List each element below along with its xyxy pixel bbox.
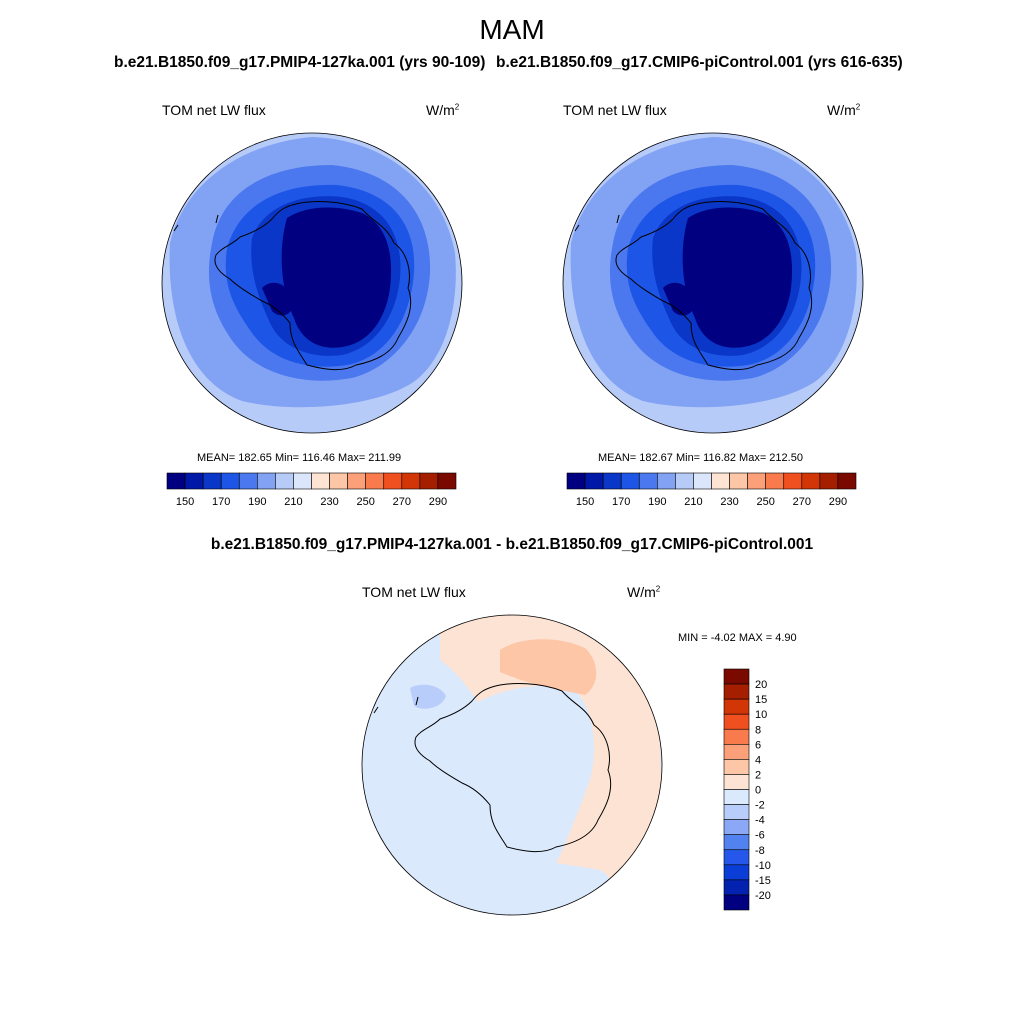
season-title: MAM [479,14,545,45]
diff-colorbar-tick-label: -8 [755,845,765,857]
left-colorbar-swatch [238,472,258,490]
diff-colorbar-tick-label: 6 [755,739,761,751]
diff-colorbar-tick-label: 2 [755,769,761,781]
diff-colorbar-swatch [723,864,750,881]
left-colorbar-swatch [202,472,222,490]
right-variable-label: TOM net LW flux [563,102,667,118]
left-colorbar-tick-label: 210 [284,496,302,508]
diff-colorbar-tick-label: 20 [755,679,767,691]
diff-colorbar-tick-label: -6 [755,830,765,842]
run1-title: b.e21.B1850.f09_g17.PMIP4-127ka.001 (yrs… [114,54,486,71]
diff-colorbar-tick-label: -15 [755,875,771,887]
right-colorbar-swatch [837,472,857,490]
right-colorbar-swatch [711,472,730,490]
right-colorbar-swatch [783,472,803,490]
right-colorbar-swatch [747,472,766,490]
diff-colorbar-swatch [723,683,750,700]
right-colorbar-swatch [819,472,839,490]
left-colorbar-swatch [166,472,186,490]
diff-colorbar-swatch [723,728,750,745]
left-colorbar-swatch [383,472,403,490]
right-polar-map [562,132,864,434]
left-colorbar-tick-label: 250 [357,496,375,508]
diff-colorbar-swatch [723,698,750,715]
left-colorbar-swatch [293,472,312,490]
left-colorbar-swatch [184,472,204,490]
diff-colorbar-tick-label: 8 [755,724,761,736]
diff-stats: MIN = -4.02 MAX = 4.90 [678,632,797,644]
right-colorbar-tick-label: 210 [684,496,702,508]
right-colorbar-swatch [602,472,622,490]
diff-colorbar-tick-label: 4 [755,754,761,766]
diff-colorbar-swatch [723,894,750,911]
diff-colorbar-tick-label: 10 [755,709,767,721]
difference-polar-map [361,614,663,916]
right-colorbar-tick-label: 290 [829,496,847,508]
left-colorbar-swatch [257,472,276,490]
diff-colorbar-tick-label: -10 [755,860,771,872]
left-colorbar-tick-label: 230 [320,496,338,508]
left-colorbar-swatch [419,472,439,490]
right-colorbar-swatch [693,472,712,490]
run2-title: b.e21.B1850.f09_g17.CMIP6-piControl.001 … [496,54,903,71]
right-colorbar-swatch [620,472,640,490]
diff-colorbar-tick-label: 0 [755,785,761,797]
right-colorbar-swatch [765,472,785,490]
diff-colorbar-swatch [723,789,750,805]
left-colorbar-swatch [347,472,366,490]
diff-units-label: W/m2 [627,584,661,600]
right-stats: MEAN= 182.67 Min= 116.82 Max= 212.50 [598,452,803,464]
right-colorbar-tick-label: 270 [793,496,811,508]
right-colorbar: 150 170 190 210 230 250 270 290 [566,472,857,508]
right-colorbar-swatch [638,472,658,490]
diff-colorbar-swatch [723,668,750,685]
left-stats: MEAN= 182.65 Min= 116.46 Max= 211.99 [197,452,402,464]
left-colorbar-swatch [275,472,294,490]
diff-variable-label: TOM net LW flux [362,584,466,600]
right-colorbar-tick-label: 150 [576,496,594,508]
left-colorbar-swatch [220,472,240,490]
right-colorbar-tick-label: 170 [612,496,630,508]
diff-colorbar-swatch [723,819,750,835]
left-colorbar-tick-label: 150 [176,496,194,508]
left-variable-label: TOM net LW flux [162,102,266,118]
diff-colorbar-tick-label: -4 [755,815,765,827]
left-colorbar-tick-label: 270 [393,496,411,508]
right-units-label: W/m2 [827,102,861,118]
left-colorbar-swatch [365,472,385,490]
right-colorbar-swatch [657,472,676,490]
right-colorbar-tick-label: 190 [648,496,666,508]
diff-colorbar-swatch [723,744,750,760]
diff-colorbar-tick-label: -2 [755,800,765,812]
right-colorbar-swatch [801,472,821,490]
diff-colorbar-tick-label: 15 [755,694,767,706]
left-colorbar-tick-label: 190 [248,496,266,508]
left-units-label: W/m2 [426,102,460,118]
right-colorbar-tick-label: 250 [757,496,775,508]
right-colorbar-swatch [675,472,694,490]
right-colorbar-tick-label: 230 [720,496,738,508]
diff-colorbar-swatch [723,849,750,866]
right-colorbar-swatch [729,472,748,490]
left-colorbar-swatch [437,472,457,490]
difference-title: b.e21.B1850.f09_g17.PMIP4-127ka.001 - b.… [210,536,814,553]
left-polar-map [161,132,463,434]
left-colorbar-swatch [329,472,348,490]
diff-colorbar-swatch [723,713,750,730]
right-colorbar-swatch [584,472,604,490]
left-colorbar-tick-label: 170 [212,496,230,508]
diff-colorbar-swatch [723,804,750,820]
left-colorbar-swatch [311,472,330,490]
left-colorbar-tick-label: 290 [429,496,447,508]
diff-colorbar-swatch [723,834,750,851]
right-colorbar-swatch [566,472,586,490]
diff-colorbar-tick-label: -20 [755,890,771,902]
left-colorbar-swatch [401,472,421,490]
left-colorbar: 150 170 190 210 230 250 270 290 [166,472,457,508]
diff-colorbar-swatch [723,879,750,896]
diff-colorbar-swatch [723,774,750,790]
diff-colorbar-swatch [723,759,750,775]
